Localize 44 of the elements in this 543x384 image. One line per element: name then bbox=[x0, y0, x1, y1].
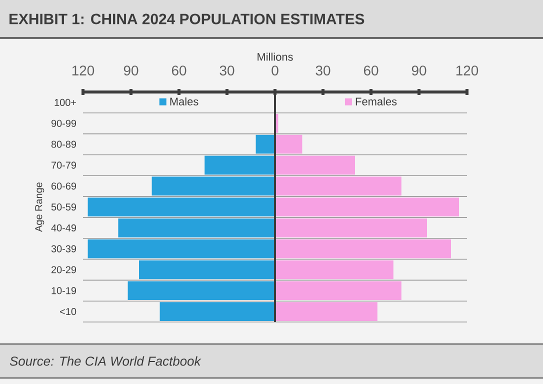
bar bbox=[128, 281, 276, 300]
bar bbox=[204, 156, 276, 175]
bar bbox=[275, 134, 302, 154]
y-tick-label: 60-69 bbox=[52, 182, 76, 190]
bar bbox=[88, 198, 276, 216]
bar bbox=[152, 176, 276, 196]
bar bbox=[275, 260, 394, 280]
y-tick-label: <10 bbox=[60, 308, 76, 316]
y-tick-label: 50-59 bbox=[51, 203, 76, 211]
y-tick-label: 10-19 bbox=[52, 287, 76, 294]
x-tick-label: 90 bbox=[412, 66, 426, 76]
bar bbox=[275, 176, 402, 196]
bar bbox=[160, 302, 276, 321]
x-axis-title: Millions bbox=[258, 52, 293, 61]
y-tick-label: 90-99 bbox=[51, 120, 76, 127]
bar bbox=[275, 239, 452, 258]
y-axis-title: Age Range bbox=[35, 182, 44, 232]
legend-label: Males bbox=[170, 97, 198, 106]
y-tick-label: 80-89 bbox=[51, 140, 76, 148]
x-tick-label: 30 bbox=[220, 66, 234, 76]
bar bbox=[275, 281, 402, 300]
legend-label: Females bbox=[356, 97, 397, 106]
y-tick-label: 40-49 bbox=[51, 224, 76, 232]
y-tick-label: 70-79 bbox=[52, 162, 76, 169]
bar bbox=[275, 218, 428, 238]
x-tick-label: 60 bbox=[364, 66, 378, 76]
x-tick-label: 120 bbox=[72, 66, 94, 76]
x-tick-label: 120 bbox=[456, 66, 478, 76]
bar bbox=[88, 239, 276, 258]
bar bbox=[118, 218, 276, 238]
bar bbox=[275, 198, 460, 216]
x-tick-label: 60 bbox=[172, 66, 186, 76]
y-tick-label: 100+ bbox=[54, 98, 76, 106]
bar bbox=[275, 302, 378, 321]
x-tick-label: 30 bbox=[316, 66, 330, 76]
bar bbox=[256, 134, 276, 154]
source-note: Source: The CIA World Factbook bbox=[10, 356, 202, 366]
x-tick-label: 0 bbox=[272, 66, 278, 76]
bar bbox=[275, 156, 356, 175]
bar bbox=[139, 260, 276, 280]
x-tick-label: 90 bbox=[124, 66, 138, 76]
y-tick-label: 20-29 bbox=[52, 266, 76, 274]
y-tick-label: 30-39 bbox=[51, 245, 76, 252]
chart-title: EXHIBIT 1: CHINA 2024 POPULATION ESTIMATES bbox=[10, 14, 364, 24]
